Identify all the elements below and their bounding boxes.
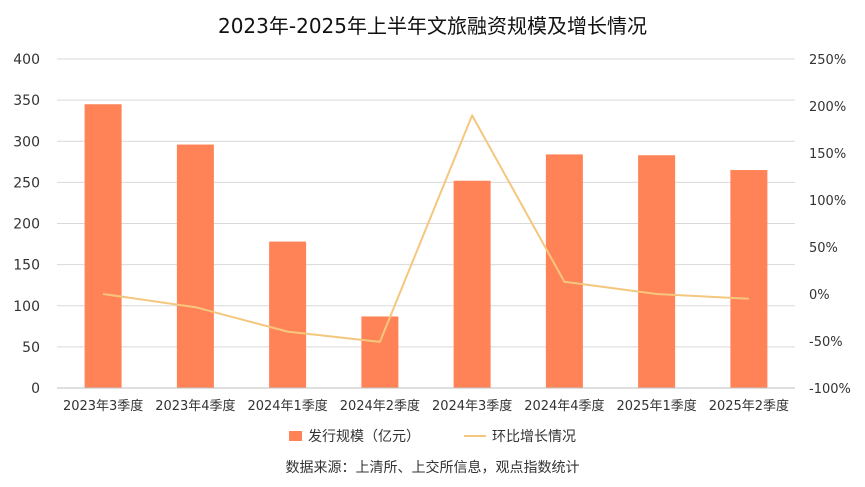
y-left-tick-label: 350 <box>13 93 40 109</box>
bar <box>361 316 399 388</box>
y-left-tick-label: 200 <box>13 217 40 233</box>
y-left-tick-label: 250 <box>13 175 40 191</box>
axes: 0 50 100 150 200 250 300 350 400 -100% -50% 0% 50% 10… <box>13 52 851 414</box>
growth-line <box>102 114 749 343</box>
y-right-tick-label: 100% <box>809 194 846 209</box>
legend: 发行规模（亿元） 环比增长情况 <box>0 426 865 446</box>
x-tick-label: 2023年4季度 <box>155 398 235 414</box>
x-tick-label: 2025年2季度 <box>709 398 789 414</box>
y-right-tick-label: 50% <box>809 241 838 256</box>
y-left-tick-label: 150 <box>13 258 40 274</box>
x-tick-label: 2024年1季度 <box>247 398 327 414</box>
bar <box>545 154 583 388</box>
bar <box>730 170 768 388</box>
legend-swatch-line <box>464 435 486 437</box>
legend-item-bar[interactable]: 发行规模（亿元） <box>289 426 420 446</box>
source-note: 数据来源：上清所、上交所信息，观点指数统计 <box>285 460 580 476</box>
legend-item-line[interactable]: 环比增长情况 <box>464 426 576 446</box>
y-left-tick-label: 0 <box>31 381 40 397</box>
line-series <box>102 114 749 343</box>
y-right-tick-label: 200% <box>809 100 846 115</box>
bar <box>269 241 307 388</box>
y-right-tick-label: 0% <box>809 288 830 303</box>
y-left-tick-label: 50 <box>22 340 40 356</box>
y-right-tick-label: -100% <box>809 382 851 397</box>
chart-title: 2023年-2025年上半年文旅融资规模及增长情况 <box>217 14 647 38</box>
x-tick-label: 2023年3季度 <box>63 398 143 414</box>
y-left-tick-label: 300 <box>13 134 40 150</box>
bar <box>84 104 122 389</box>
x-tick-label: 2024年4季度 <box>524 398 604 414</box>
bar-series <box>84 104 768 389</box>
x-tick-label: 2024年2季度 <box>340 398 420 414</box>
y-left-tick-label: 100 <box>13 299 40 315</box>
bar <box>176 144 214 388</box>
bar <box>638 155 676 388</box>
x-tick-label: 2025年1季度 <box>616 398 696 414</box>
legend-label-line: 环比增长情况 <box>492 429 576 445</box>
y-right-tick-label: 150% <box>809 147 846 162</box>
y-right-tick-label: 250% <box>809 53 846 68</box>
x-tick-label: 2024年3季度 <box>432 398 512 414</box>
legend-swatch-bar <box>289 431 302 441</box>
legend-label-bar: 发行规模（亿元） <box>308 429 420 445</box>
bar <box>453 180 491 388</box>
y-right-tick-label: -50% <box>809 335 843 350</box>
y-left-tick-label: 400 <box>13 52 40 68</box>
